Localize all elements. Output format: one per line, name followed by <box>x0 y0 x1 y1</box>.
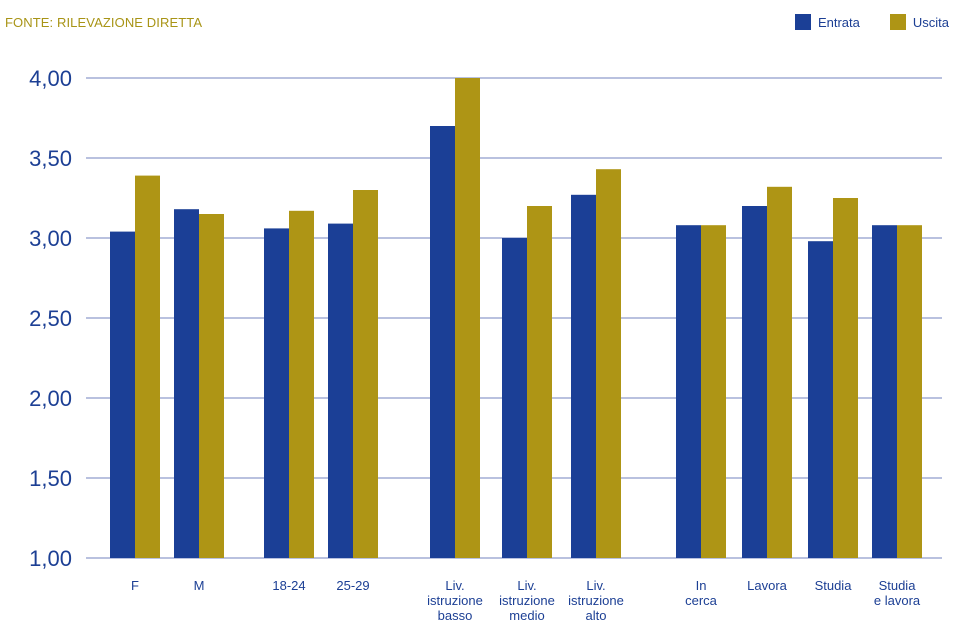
x-category-label: cerca <box>685 593 718 608</box>
x-category-label: medio <box>509 608 544 623</box>
x-category-label: Lavora <box>747 578 788 593</box>
legend-item-entrata: Entrata <box>794 14 860 30</box>
bar-entrata <box>264 228 289 558</box>
legend: Entrata Uscita <box>773 14 949 30</box>
bar-uscita <box>833 198 858 558</box>
legend-item-uscita: Uscita <box>889 14 949 30</box>
x-category-label: istruzione <box>427 593 483 608</box>
x-category-label: Studia <box>879 578 917 593</box>
bar-uscita <box>701 225 726 558</box>
x-category-label: e lavora <box>874 593 921 608</box>
bar-uscita <box>767 186 792 559</box>
y-tick-label: 2,00 <box>29 386 72 411</box>
x-category-label: Studia <box>815 578 853 593</box>
bar-entrata <box>742 206 767 558</box>
x-category-label: Liv. <box>445 578 464 593</box>
bar-entrata <box>872 225 897 558</box>
bar-uscita <box>289 210 314 559</box>
x-category-label: 25-29 <box>336 578 369 593</box>
x-category-label: 18-24 <box>272 578 305 593</box>
bar-entrata <box>328 223 353 558</box>
x-category-label: istruzione <box>499 593 555 608</box>
y-tick-label: 3,50 <box>29 146 72 171</box>
y-tick-label: 1,00 <box>29 546 72 571</box>
x-category-label: M <box>194 578 205 593</box>
y-tick-label: 3,00 <box>29 226 72 251</box>
bar-uscita <box>596 169 621 558</box>
y-tick-label: 2,50 <box>29 306 72 331</box>
x-category-label: In <box>696 578 707 593</box>
bar-entrata <box>571 194 596 559</box>
x-category-label: istruzione <box>568 593 624 608</box>
x-category-label: Liv. <box>586 578 605 593</box>
y-tick-label: 4,00 <box>29 66 72 91</box>
bar-uscita <box>455 78 480 558</box>
bar-entrata <box>110 231 135 558</box>
bar-entrata <box>676 225 701 558</box>
bar-entrata <box>174 209 199 558</box>
x-category-label: Liv. <box>517 578 536 593</box>
legend-swatch-entrata <box>794 14 811 30</box>
bar-entrata <box>502 238 527 558</box>
bar-entrata <box>808 241 833 558</box>
bar-uscita <box>897 225 922 558</box>
bar-entrata <box>430 126 455 558</box>
bar-uscita <box>199 214 224 558</box>
y-tick-label: 1,50 <box>29 466 72 491</box>
legend-swatch-uscita <box>889 14 906 30</box>
source-note: FONTE: RILEVAZIONE DIRETTA <box>5 15 203 30</box>
bar-uscita <box>353 190 378 558</box>
bar-uscita <box>527 206 552 558</box>
x-category-label: alto <box>586 608 607 623</box>
bar-uscita <box>135 175 160 558</box>
x-category-label: basso <box>438 608 473 623</box>
x-category-label: F <box>131 578 139 593</box>
legend-label-entrata: Entrata <box>817 14 860 30</box>
legend-label-uscita: Uscita <box>912 14 949 30</box>
